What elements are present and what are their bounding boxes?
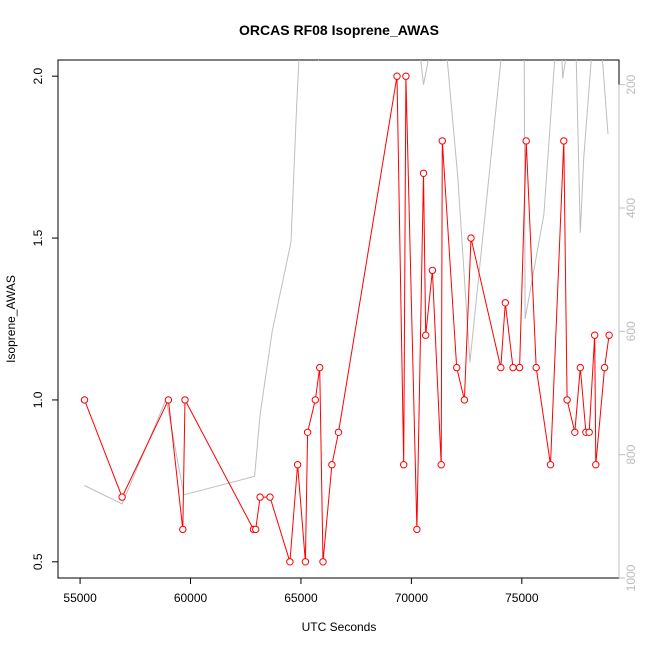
data-point xyxy=(266,493,274,501)
data-point xyxy=(522,137,530,145)
secondary-y-tick-label: 200 xyxy=(624,74,638,94)
y-axis: 0.5 1.0 1.5 2.0 xyxy=(31,68,59,570)
data-point xyxy=(437,461,445,469)
data-point xyxy=(256,493,264,501)
data-point xyxy=(301,558,310,566)
data-point xyxy=(286,558,294,566)
x-tick-label: 65000 xyxy=(284,591,318,605)
data-point xyxy=(328,461,336,469)
data-point xyxy=(497,363,505,372)
x-axis-label: UTC Seconds xyxy=(302,620,377,634)
data-point xyxy=(181,396,189,404)
data-point xyxy=(393,72,401,80)
data-point xyxy=(419,169,428,178)
data-point xyxy=(400,461,408,469)
data-point xyxy=(413,525,421,534)
y-axis-label: Isoprene_AWAS xyxy=(4,275,18,363)
data-point xyxy=(460,396,469,404)
data-point xyxy=(467,234,475,242)
data-point xyxy=(311,396,319,404)
secondary-series-line xyxy=(84,60,609,505)
secondary-series xyxy=(84,60,609,505)
data-point xyxy=(316,363,324,372)
data-point xyxy=(576,363,584,372)
data-point xyxy=(546,461,555,469)
data-point xyxy=(585,428,593,436)
data-point xyxy=(571,428,579,436)
data-point xyxy=(293,461,302,469)
primary-series xyxy=(80,72,613,566)
x-tick-label: 55000 xyxy=(63,591,97,605)
data-point xyxy=(118,493,126,501)
chart-title: ORCAS RF08 Isoprene_AWAS xyxy=(239,22,439,38)
y-tick-label: 1.0 xyxy=(31,391,45,408)
data-point xyxy=(453,363,461,372)
secondary-y-tick-label: 400 xyxy=(624,198,638,218)
data-point xyxy=(532,363,540,372)
data-point xyxy=(179,525,187,534)
x-tick-label: 60000 xyxy=(174,591,208,605)
data-point xyxy=(334,428,343,436)
secondary-y-tick-label: 600 xyxy=(624,321,638,341)
primary-series-line xyxy=(84,76,610,562)
data-point xyxy=(592,461,600,469)
data-point xyxy=(319,558,327,566)
y-tick-label: 2.0 xyxy=(31,68,45,85)
data-point xyxy=(252,525,260,534)
data-point xyxy=(605,331,613,339)
data-point xyxy=(438,137,446,145)
data-point xyxy=(80,396,89,404)
data-point xyxy=(591,331,599,339)
y-tick-label: 0.5 xyxy=(31,553,45,570)
data-point xyxy=(422,331,430,339)
secondary-y-tick-label: 800 xyxy=(624,444,638,464)
data-point xyxy=(515,363,524,372)
x-tick-label: 75000 xyxy=(505,591,539,605)
data-point xyxy=(402,72,410,80)
data-point xyxy=(560,137,568,145)
data-point xyxy=(600,363,609,372)
data-point xyxy=(563,396,571,404)
secondary-y-axis: 200 400 600 800 1000 xyxy=(618,74,638,591)
data-point xyxy=(303,428,312,436)
data-point xyxy=(428,266,437,275)
data-point xyxy=(501,299,509,307)
data-point xyxy=(509,363,517,372)
secondary-y-tick-label: 1000 xyxy=(624,564,638,591)
x-axis: 55000 60000 65000 70000 75000 xyxy=(63,577,539,605)
plot-area-box xyxy=(57,59,620,579)
data-point xyxy=(164,396,173,404)
x-tick-label: 70000 xyxy=(395,591,429,605)
y-tick-label: 1.5 xyxy=(31,229,45,246)
